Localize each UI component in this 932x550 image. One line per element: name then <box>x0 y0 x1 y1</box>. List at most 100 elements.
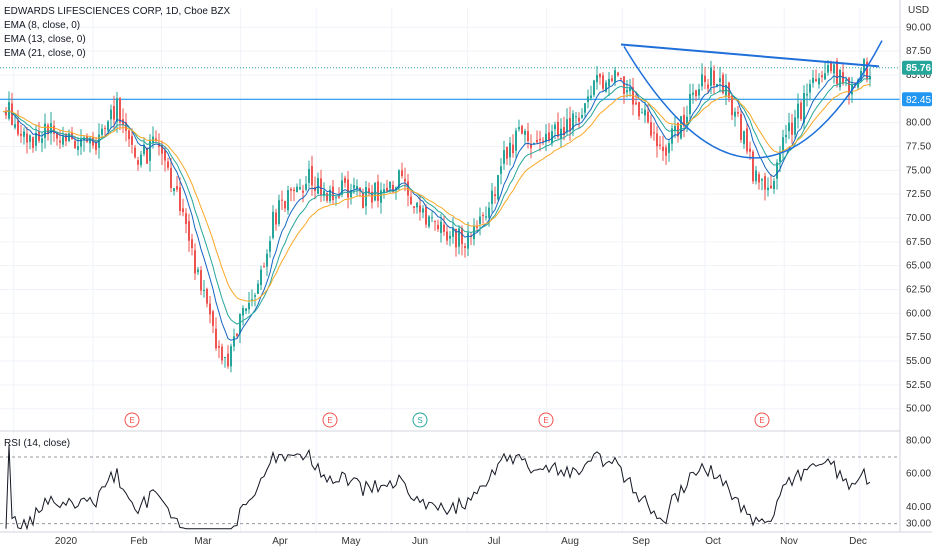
candle <box>191 233 193 256</box>
candle-body <box>764 176 766 190</box>
candle-body <box>446 231 448 241</box>
candle-body <box>752 151 754 182</box>
candle <box>149 134 151 172</box>
candle-body <box>326 192 328 201</box>
earnings-badge[interactable]: E <box>754 412 770 428</box>
candle-body <box>197 269 199 273</box>
candle-body <box>299 187 301 190</box>
candle-body <box>11 103 13 125</box>
candle-body <box>212 311 214 326</box>
candle <box>698 83 700 100</box>
rsi-line <box>5 445 871 531</box>
candle-body <box>392 184 394 193</box>
candle <box>440 213 442 243</box>
candle-body <box>380 190 382 203</box>
candle <box>188 213 190 253</box>
candle <box>365 181 367 215</box>
candle <box>659 135 661 150</box>
candle <box>746 122 748 155</box>
candle <box>767 177 769 197</box>
candle <box>62 126 64 148</box>
candle-body <box>611 78 613 81</box>
candle <box>833 61 835 84</box>
candle-body <box>173 188 175 192</box>
candle <box>77 136 79 156</box>
candle-body <box>650 122 652 136</box>
candle <box>302 184 304 203</box>
candle-body <box>26 133 28 143</box>
candle-body <box>719 78 721 83</box>
candle <box>278 194 280 227</box>
candle <box>386 179 388 193</box>
candle-body <box>602 75 604 89</box>
badge-letter: S <box>417 416 422 425</box>
price-tick-label: 50.00 <box>906 404 931 415</box>
earnings-badge[interactable]: E <box>322 412 338 428</box>
last-price-badge: 85.76 <box>906 63 931 74</box>
candle-body <box>242 307 244 316</box>
candle <box>707 78 709 94</box>
candle <box>215 317 217 351</box>
candle-body <box>686 116 688 126</box>
candle-body <box>362 192 364 209</box>
candle-body <box>35 132 37 146</box>
candle-body <box>830 62 832 71</box>
candle <box>182 198 184 217</box>
candle-body <box>155 138 157 141</box>
candle-body <box>575 116 577 118</box>
candle-body <box>827 65 829 73</box>
candle-body <box>449 235 451 239</box>
candle <box>467 222 469 256</box>
candle-body <box>617 72 619 76</box>
candle-body <box>239 313 241 334</box>
candle <box>167 157 169 171</box>
candle-body <box>323 190 325 196</box>
earnings-badge[interactable]: E <box>538 412 554 428</box>
candle-body <box>146 147 148 164</box>
candle-body <box>164 150 166 161</box>
candle <box>512 134 514 158</box>
candle-body <box>257 283 259 294</box>
candle <box>425 204 427 228</box>
candle <box>5 106 7 119</box>
candle <box>323 182 325 202</box>
candle-body <box>716 83 718 87</box>
candle-body <box>74 141 76 149</box>
candle-body <box>368 188 370 194</box>
candle-body <box>347 179 349 198</box>
candle <box>413 206 415 214</box>
candle <box>554 121 556 140</box>
grid <box>0 8 900 532</box>
candle <box>437 219 439 232</box>
candle <box>14 115 16 130</box>
candle-body <box>287 190 289 211</box>
split-badge[interactable]: S <box>412 412 428 428</box>
candle <box>482 212 484 224</box>
candle-body <box>821 75 823 78</box>
candle-body <box>425 206 427 225</box>
candle <box>539 130 541 152</box>
candle-body <box>506 146 508 159</box>
candle-body <box>353 185 355 189</box>
candle-body <box>581 114 583 118</box>
candle-body <box>389 181 391 189</box>
candle-body <box>428 216 430 227</box>
candle <box>605 80 607 93</box>
candle-body <box>14 124 16 128</box>
candle-body <box>50 123 52 134</box>
candle-body <box>203 290 205 292</box>
candle-body <box>23 131 25 137</box>
candle <box>668 139 670 162</box>
candle-body <box>47 124 49 134</box>
candle-body <box>731 95 733 116</box>
earnings-badge[interactable]: E <box>124 412 140 428</box>
badge-letter: E <box>543 416 548 425</box>
candle-body <box>515 130 517 151</box>
price-tick-label: 77.50 <box>906 141 931 152</box>
candle-body <box>563 127 565 136</box>
candle-body <box>620 78 622 80</box>
candle <box>791 113 793 144</box>
price-tick-label: 67.50 <box>906 237 931 248</box>
